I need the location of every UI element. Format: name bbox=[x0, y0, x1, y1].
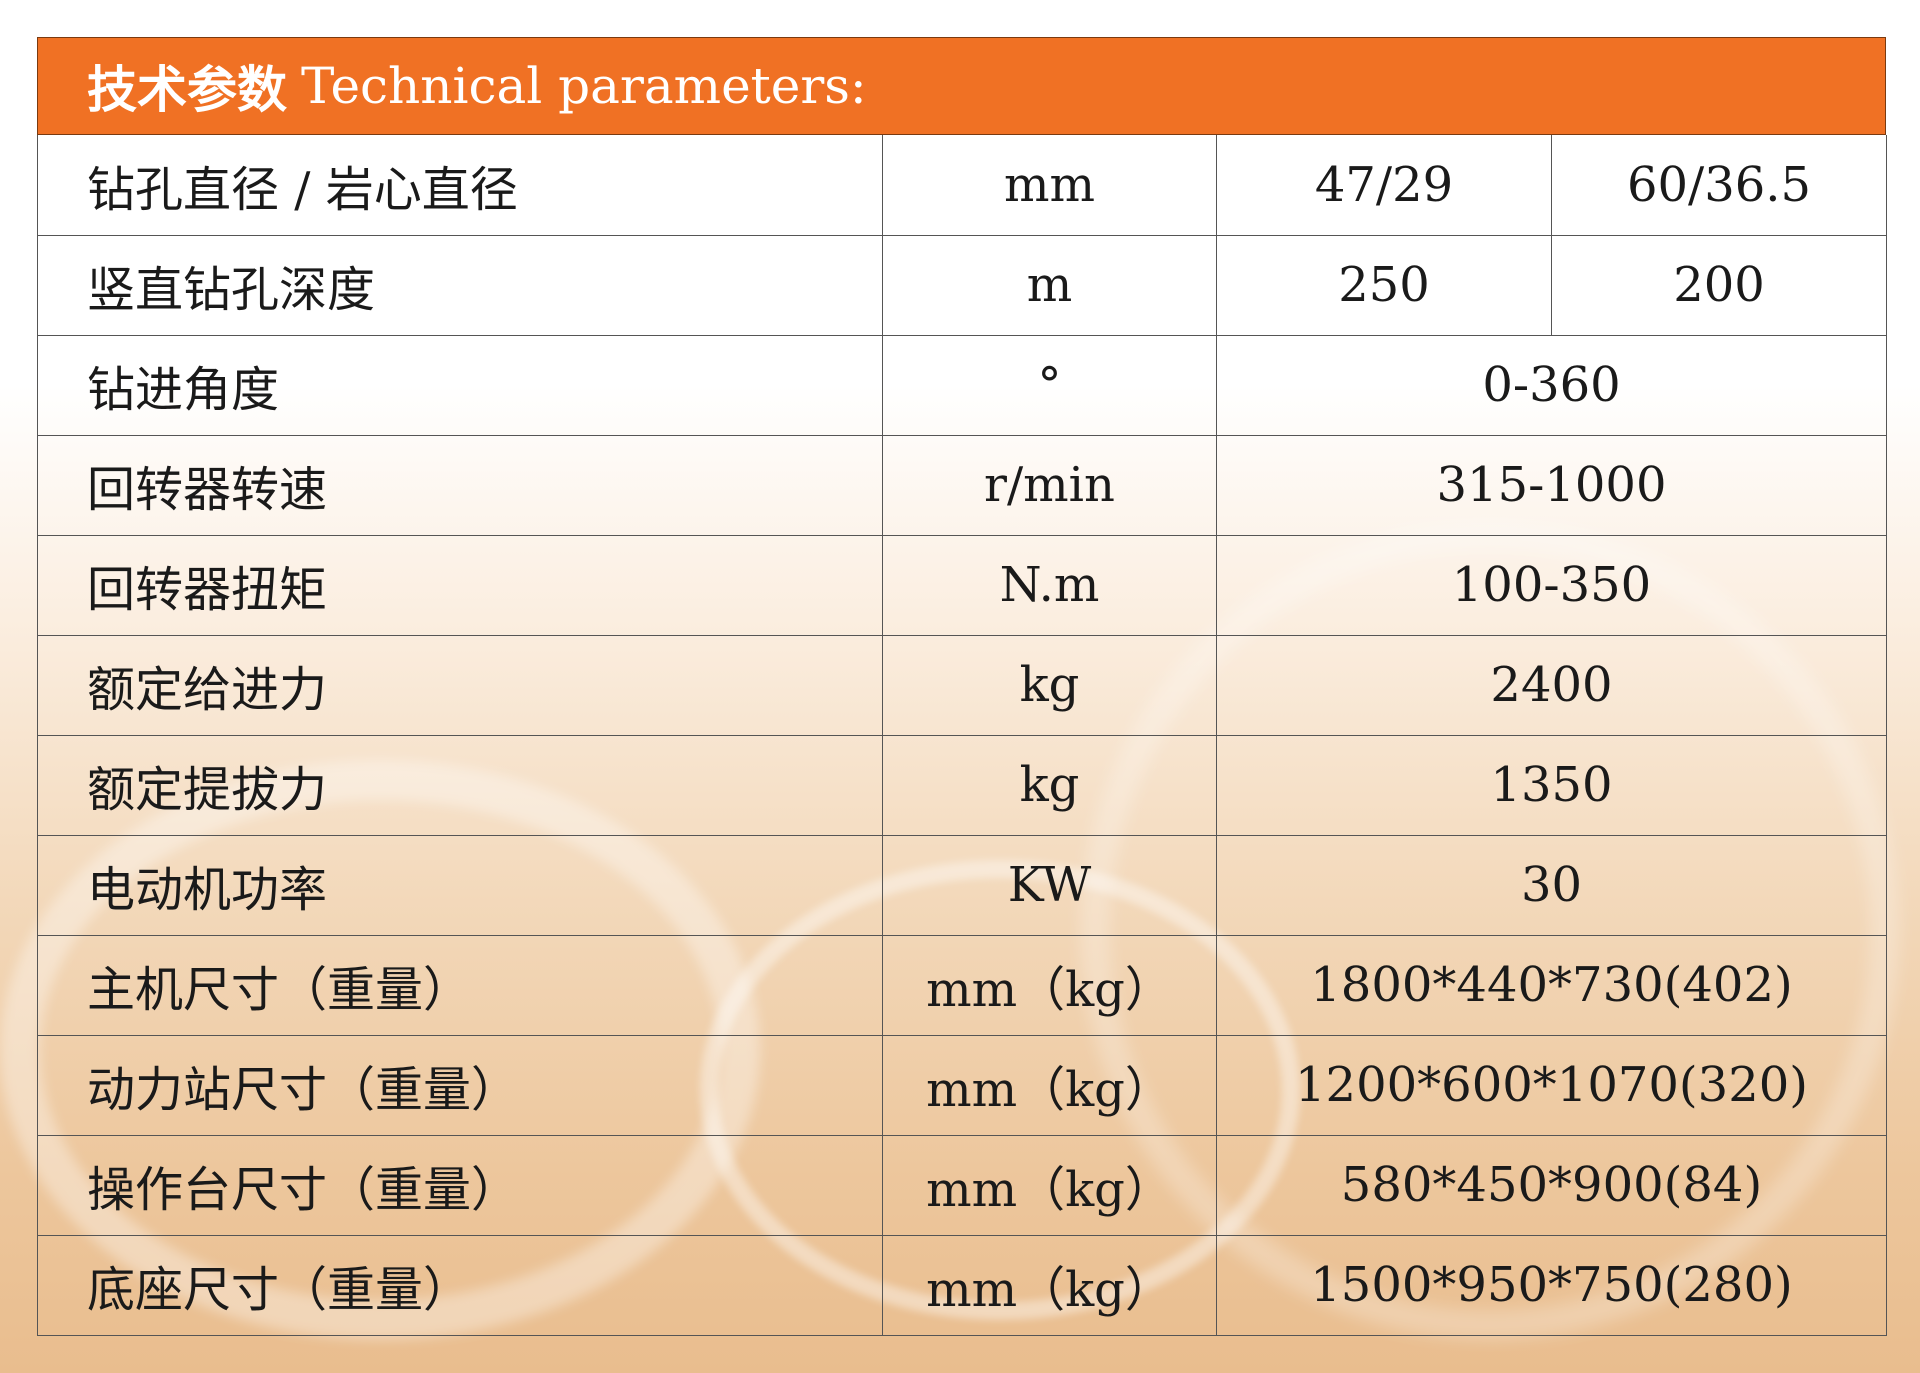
parameter-name: 钻孔直径 / 岩心直径 bbox=[37, 135, 883, 236]
parameter-value: 580*450*900(84) bbox=[1216, 1134, 1887, 1236]
parameter-unit: mm（kg） bbox=[882, 934, 1217, 1036]
parameter-value: 1200*600*1070(320) bbox=[1216, 1034, 1887, 1136]
parameter-value: 47/29 bbox=[1216, 135, 1552, 236]
parameter-unit: mm（kg） bbox=[882, 1234, 1217, 1336]
parameter-unit: KW bbox=[882, 834, 1217, 936]
parameter-unit: mm（kg） bbox=[882, 1134, 1217, 1236]
parameter-name: 电动机功率 bbox=[37, 834, 883, 936]
table-row: 竖直钻孔深度 m 250 200 bbox=[37, 234, 1887, 336]
parameter-name: 竖直钻孔深度 bbox=[37, 234, 883, 336]
parameter-name: 回转器转速 bbox=[37, 434, 883, 536]
parameter-value: 1800*440*730(402) bbox=[1216, 934, 1887, 1036]
parameter-value: 0-360 bbox=[1216, 334, 1887, 436]
parameter-unit: r/min bbox=[882, 434, 1217, 536]
parameter-unit: ° bbox=[882, 334, 1217, 436]
parameter-name: 动力站尺寸（重量） bbox=[37, 1034, 883, 1136]
parameter-value: 60/36.5 bbox=[1551, 135, 1887, 236]
parameter-unit: m bbox=[882, 234, 1217, 336]
table-body: 钻孔直径 / 岩心直径 mm 47/29 60/36.5 竖直钻孔深度 m 250 200 钻进… bbox=[37, 135, 1887, 1336]
parameter-unit: mm bbox=[882, 135, 1217, 236]
parameter-name: 操作台尺寸（重量） bbox=[37, 1134, 883, 1236]
table-row: 主机尺寸（重量） mm（kg） 1800*440*730(402) bbox=[37, 934, 1887, 1036]
parameter-value: 200 bbox=[1551, 234, 1887, 336]
table-row: 额定给进力 kg 2400 bbox=[37, 634, 1887, 736]
table-row: 操作台尺寸（重量） mm（kg） 580*450*900(84) bbox=[37, 1134, 1887, 1236]
technical-parameters-table: 技术参数 Technical parameters: 钻孔直径 / 岩心直径 mm… bbox=[37, 37, 1887, 1336]
parameter-unit: kg bbox=[882, 634, 1217, 736]
table-row: 钻进角度 ° 0-360 bbox=[37, 334, 1887, 436]
parameter-value: 1350 bbox=[1216, 734, 1887, 836]
parameter-name: 额定给进力 bbox=[37, 634, 883, 736]
parameter-name: 钻进角度 bbox=[37, 334, 883, 436]
parameter-value: 30 bbox=[1216, 834, 1887, 936]
parameter-value: 250 bbox=[1216, 234, 1552, 336]
table-row: 回转器扭矩 N.m 100-350 bbox=[37, 534, 1887, 636]
header-title-cn: 技术参数 bbox=[87, 60, 287, 119]
parameter-unit: kg bbox=[882, 734, 1217, 836]
parameter-name: 回转器扭矩 bbox=[37, 534, 883, 636]
table-row: 钻孔直径 / 岩心直径 mm 47/29 60/36.5 bbox=[37, 135, 1887, 236]
header-title-en: Technical parameters: bbox=[301, 57, 867, 115]
parameter-name: 主机尺寸（重量） bbox=[37, 934, 883, 1036]
table-row: 底座尺寸（重量） mm（kg） 1500*950*750(280) bbox=[37, 1234, 1887, 1336]
parameter-name: 额定提拔力 bbox=[37, 734, 883, 836]
parameter-name: 底座尺寸（重量） bbox=[37, 1234, 883, 1336]
parameters-grid: 钻孔直径 / 岩心直径 mm 47/29 60/36.5 竖直钻孔深度 m 250 200 钻进… bbox=[37, 135, 1887, 1336]
parameter-unit: mm（kg） bbox=[882, 1034, 1217, 1136]
table-row: 动力站尺寸（重量） mm（kg） 1200*600*1070(320) bbox=[37, 1034, 1887, 1136]
parameter-unit: N.m bbox=[882, 534, 1217, 636]
table-row: 回转器转速 r/min 315-1000 bbox=[37, 434, 1887, 536]
parameter-value: 1500*950*750(280) bbox=[1216, 1234, 1887, 1336]
parameter-value: 2400 bbox=[1216, 634, 1887, 736]
table-header: 技术参数 Technical parameters: bbox=[37, 37, 1886, 135]
table-row: 电动机功率 KW 30 bbox=[37, 834, 1887, 936]
parameter-value: 315-1000 bbox=[1216, 434, 1887, 536]
parameter-value: 100-350 bbox=[1216, 534, 1887, 636]
table-row: 额定提拔力 kg 1350 bbox=[37, 734, 1887, 836]
